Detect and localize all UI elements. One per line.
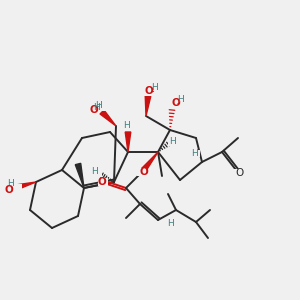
Text: O: O [140, 167, 148, 177]
Text: H: H [192, 148, 198, 158]
Text: O: O [4, 185, 14, 195]
Polygon shape [125, 132, 131, 152]
Text: H: H [169, 137, 176, 146]
Bar [167, 139, 176, 145]
Bar [120, 121, 136, 129]
Text: H: H [152, 82, 158, 91]
Text: O: O [235, 168, 243, 178]
Polygon shape [100, 110, 116, 126]
Bar [87, 103, 109, 111]
Polygon shape [140, 152, 158, 174]
Text: H: H [178, 94, 184, 103]
Text: O: O [172, 98, 180, 108]
Text: O: O [145, 86, 153, 96]
Text: H: H [92, 167, 98, 176]
Bar [98, 178, 108, 186]
Text: H: H [167, 220, 173, 229]
Polygon shape [75, 163, 84, 188]
Text: H: H [123, 121, 129, 130]
Text: H: H [94, 103, 100, 112]
Text: O: O [90, 105, 98, 115]
Text: O: O [98, 177, 106, 187]
Bar [92, 169, 101, 176]
Text: -: - [176, 98, 180, 108]
Text: -: - [150, 86, 154, 96]
Bar [137, 168, 147, 176]
Polygon shape [13, 182, 36, 191]
Bar [234, 169, 244, 177]
Text: H: H [8, 179, 14, 188]
Bar [166, 101, 186, 109]
Polygon shape [145, 96, 151, 116]
Bar [8, 184, 22, 192]
Bar [137, 86, 159, 95]
Bar [190, 149, 200, 157]
Text: H: H [96, 100, 102, 109]
